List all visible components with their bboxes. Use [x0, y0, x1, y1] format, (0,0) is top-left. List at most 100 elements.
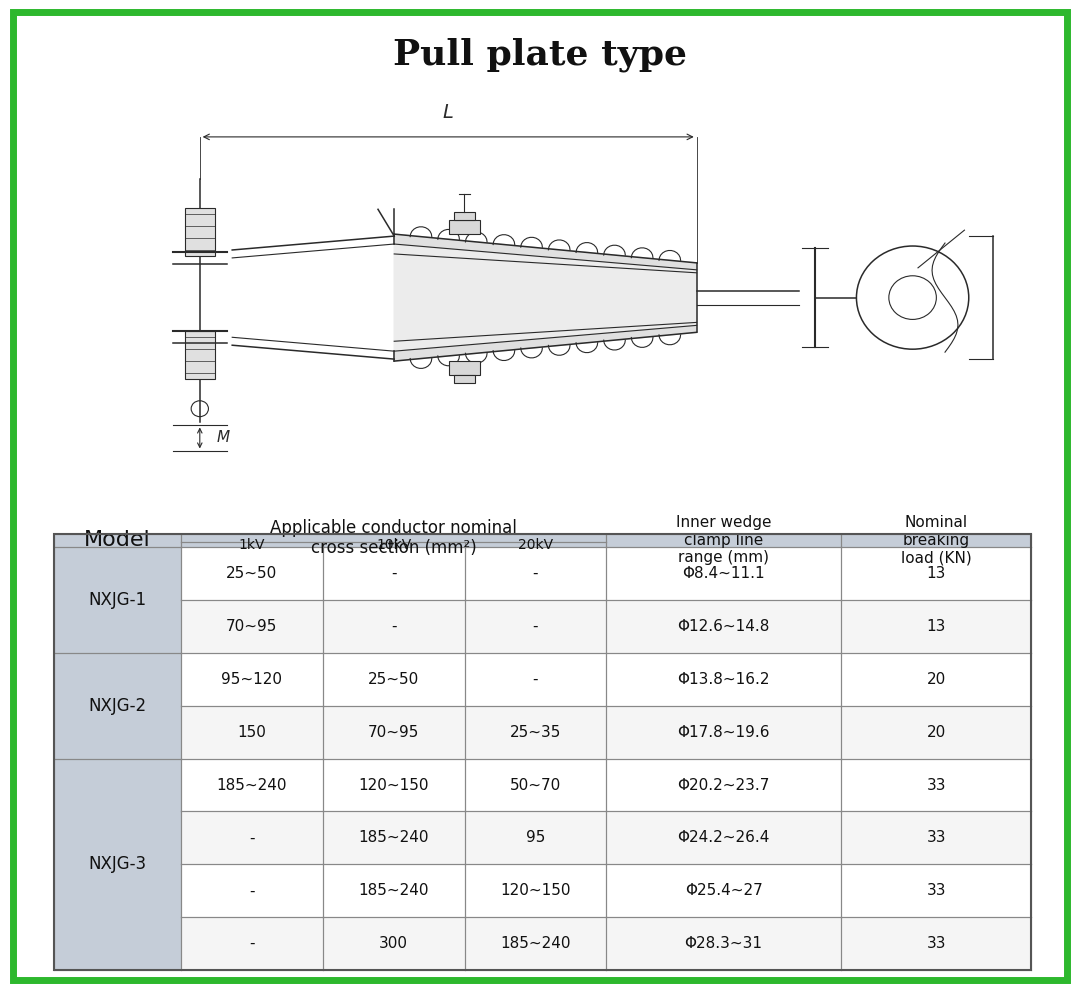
Bar: [323, 918, 464, 970]
Bar: [464, 543, 606, 547]
Bar: [841, 705, 1031, 759]
Text: 33: 33: [927, 778, 946, 793]
Bar: [464, 600, 606, 653]
Bar: [606, 705, 841, 759]
Text: Inner wedge
clamp line
range (mm): Inner wedge clamp line range (mm): [676, 516, 771, 565]
Bar: [323, 543, 464, 547]
Text: NXJG-3: NXJG-3: [89, 855, 147, 873]
Bar: [841, 811, 1031, 864]
Bar: [606, 547, 841, 600]
Bar: [606, 653, 841, 705]
Bar: [181, 547, 323, 600]
Text: 95: 95: [526, 830, 545, 845]
Polygon shape: [394, 234, 697, 361]
Bar: [841, 918, 1031, 970]
Bar: [464, 547, 606, 600]
Bar: [841, 759, 1031, 811]
Bar: [54, 759, 181, 970]
Text: Φ12.6~14.8: Φ12.6~14.8: [677, 619, 770, 634]
Bar: [54, 534, 1031, 970]
Text: 185~240: 185~240: [500, 936, 570, 951]
Bar: [464, 811, 606, 864]
Bar: [185, 208, 215, 256]
Bar: [323, 811, 464, 864]
Text: Φ28.3~31: Φ28.3~31: [685, 936, 762, 951]
Bar: [181, 705, 323, 759]
Text: 120~150: 120~150: [359, 778, 429, 793]
Text: 25~50: 25~50: [368, 672, 419, 686]
Text: L: L: [443, 103, 454, 122]
Bar: [323, 705, 464, 759]
Bar: [181, 653, 323, 705]
Bar: [185, 331, 215, 379]
Text: 185~240: 185~240: [217, 778, 287, 793]
Text: 20: 20: [927, 672, 946, 686]
Text: M: M: [217, 431, 230, 445]
Bar: [54, 547, 181, 653]
Text: -: -: [391, 565, 396, 581]
Text: 95~120: 95~120: [221, 672, 283, 686]
Bar: [323, 759, 464, 811]
Text: -: -: [249, 830, 255, 845]
Text: 20: 20: [927, 724, 946, 740]
Text: 25~50: 25~50: [227, 565, 278, 581]
Bar: [606, 600, 841, 653]
Bar: [54, 534, 181, 547]
Bar: [606, 864, 841, 918]
Bar: [323, 600, 464, 653]
Text: -: -: [532, 672, 538, 686]
Bar: [454, 375, 475, 383]
Text: -: -: [532, 565, 538, 581]
Text: 185~240: 185~240: [359, 883, 429, 899]
Bar: [841, 653, 1031, 705]
Text: NXJG-1: NXJG-1: [89, 591, 147, 609]
Text: Φ8.4~11.1: Φ8.4~11.1: [683, 565, 765, 581]
Bar: [464, 759, 606, 811]
Text: 70~95: 70~95: [226, 619, 278, 634]
Text: 1kV: 1kV: [239, 538, 266, 552]
Bar: [841, 864, 1031, 918]
Text: Applicable conductor nominal
cross section (mm²): Applicable conductor nominal cross secti…: [270, 519, 517, 558]
Bar: [606, 811, 841, 864]
Bar: [841, 534, 1031, 547]
Bar: [454, 212, 475, 220]
Text: Φ13.8~16.2: Φ13.8~16.2: [677, 672, 770, 686]
Bar: [841, 547, 1031, 600]
Text: Nominal
breaking
load (KN): Nominal breaking load (KN): [901, 516, 972, 565]
Text: Pull plate type: Pull plate type: [393, 38, 687, 71]
Bar: [449, 361, 480, 375]
Text: Φ25.4~27: Φ25.4~27: [685, 883, 762, 899]
Bar: [464, 918, 606, 970]
Bar: [181, 864, 323, 918]
Text: -: -: [249, 936, 255, 951]
Polygon shape: [394, 234, 697, 270]
Text: 33: 33: [927, 830, 946, 845]
Text: Φ24.2~26.4: Φ24.2~26.4: [677, 830, 770, 845]
Bar: [606, 918, 841, 970]
Text: 50~70: 50~70: [510, 778, 561, 793]
Text: 25~35: 25~35: [510, 724, 561, 740]
Bar: [464, 705, 606, 759]
Text: 185~240: 185~240: [359, 830, 429, 845]
Text: Φ17.8~19.6: Φ17.8~19.6: [677, 724, 770, 740]
Text: 70~95: 70~95: [368, 724, 419, 740]
Bar: [181, 759, 323, 811]
Bar: [323, 547, 464, 600]
Bar: [181, 543, 323, 547]
Bar: [464, 653, 606, 705]
Text: NXJG-2: NXJG-2: [89, 696, 147, 714]
Text: Φ20.2~23.7: Φ20.2~23.7: [677, 778, 770, 793]
Bar: [464, 864, 606, 918]
Text: -: -: [249, 883, 255, 899]
Text: 150: 150: [238, 724, 267, 740]
Bar: [323, 864, 464, 918]
Text: 13: 13: [927, 619, 946, 634]
Text: 10kV: 10kV: [376, 538, 411, 552]
Bar: [606, 759, 841, 811]
Bar: [54, 653, 181, 759]
Bar: [841, 600, 1031, 653]
Text: Model: Model: [84, 531, 151, 551]
Text: -: -: [532, 619, 538, 634]
Text: 20kV: 20kV: [517, 538, 553, 552]
Polygon shape: [394, 325, 697, 361]
